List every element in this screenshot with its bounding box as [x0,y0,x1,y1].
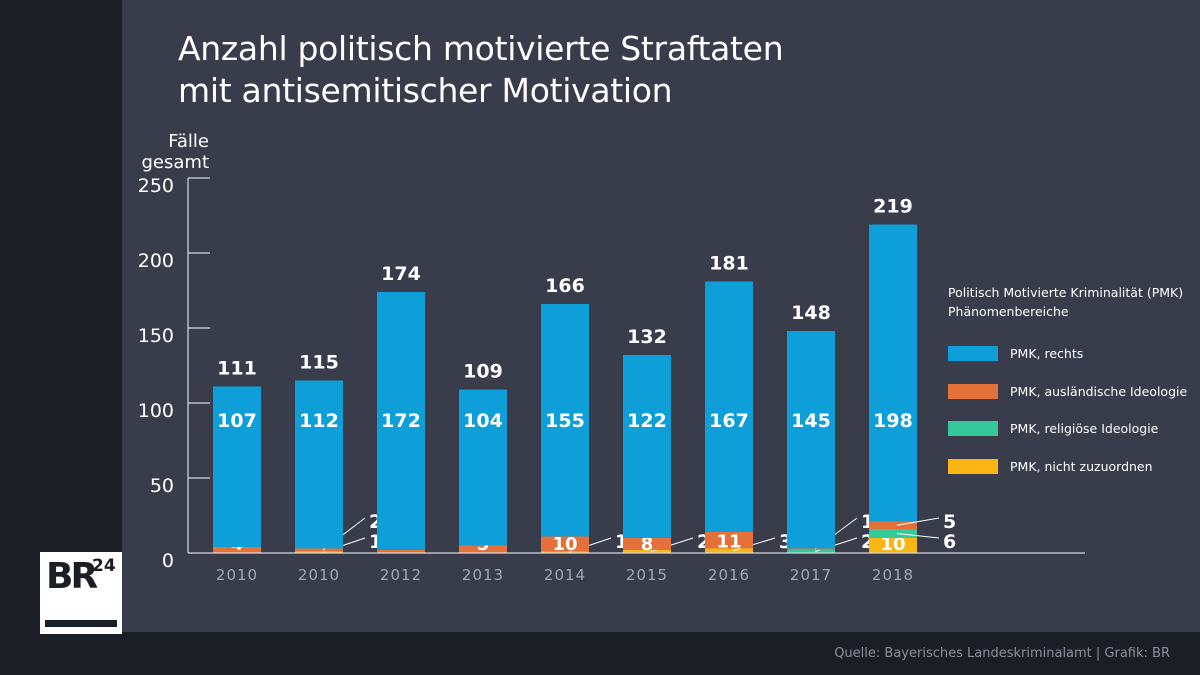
bar-segment [377,550,425,553]
bar-segment [623,538,671,550]
legend-item: PMK, religiöse Ideologie [948,410,1187,448]
bar-segment [705,532,753,549]
x-tick-label: 2015 [626,566,668,584]
x-tick-label: 2010 [298,566,340,584]
x-tick-label: 2018 [872,566,914,584]
bar-segment [295,551,343,553]
legend-swatch [948,421,998,437]
legend-item: PMK, ausländische Ideologie [948,373,1187,411]
bar-segment [295,380,343,549]
total-label: 166 [545,275,585,297]
total-label: 219 [873,196,913,218]
bar-segment [869,521,917,529]
bar-segment [869,224,917,522]
leader-line [896,533,940,539]
br24-logo: BR 24 [40,552,122,634]
y-axis-label-line1: Fälle [168,131,209,152]
segment-label: 10 [552,534,577,555]
x-tick-label: 2013 [462,566,504,584]
total-label: 111 [217,358,257,380]
legend-swatch [948,458,998,474]
bar-segment [787,548,835,550]
segment-label: 107 [217,410,257,432]
bar-segment [377,292,425,550]
y-tick-label: 150 [138,325,174,347]
legend-label: PMK, religiöse Ideologie [1010,421,1159,437]
segment-label: 122 [627,410,667,432]
chart-title: Anzahl politisch motivierte Straftaten m… [178,28,784,112]
legend-title-1: Politisch Motivierte Kriminalität (PMK) [948,285,1184,300]
segment-label: 5 [943,511,956,533]
legend-label: PMK, nicht zuzuordnen [1010,458,1153,474]
segment-label: 6 [943,531,956,553]
x-tick-label: 2010 [216,566,258,584]
bar-segment [705,281,753,532]
legend-title-2: Phänomenbereiche [948,304,1069,319]
segment-label: 10 [880,534,905,555]
segment-label: 112 [299,410,339,432]
bar-segment [787,550,835,553]
total-label: 148 [791,302,831,324]
segment-label: 167 [709,410,749,432]
title-line-2: mit antisemitischer Motivation [178,71,673,110]
y-tick-label: 250 [138,175,174,197]
segment-label: 8 [641,534,654,555]
x-tick-label: 2017 [790,566,832,584]
total-label: 174 [381,263,421,285]
segment-label: 198 [873,410,913,432]
x-tick-label: 2014 [544,566,586,584]
bar-segment [459,389,507,546]
total-label: 115 [299,352,339,374]
legend-label: PMK, rechts [1010,346,1084,362]
bar-segment [295,548,343,552]
bar-segment [213,547,261,553]
bar-segment [541,551,589,553]
legend-swatch [948,383,998,399]
x-tick-label: 2012 [380,566,422,584]
segment-label: 155 [545,410,585,432]
legend-item: PMK, nicht zuzuordnen [948,448,1187,486]
bar-segment [213,386,261,547]
leader-line [732,537,776,552]
y-tick-label: 0 [162,550,174,572]
y-tick-label: 200 [138,250,174,272]
source-text: Quelle: Bayerisches Landeskriminalamt | … [834,646,1170,661]
bar-segment [869,538,917,553]
total-label: 132 [627,326,667,348]
segment-label: 145 [791,410,831,432]
legend-swatch [948,346,998,362]
bar-segment [541,304,589,537]
bar-segment [869,529,917,538]
leader-line [896,517,940,526]
x-tick-label: 2016 [708,566,750,584]
bar-segment [541,536,589,552]
bar-segment [705,548,753,553]
title-line-1: Anzahl politisch motivierte Straftaten [178,29,784,68]
segment-label: 11 [716,531,741,552]
legend: Politisch Motivierte Kriminalität (PMK) … [948,283,1187,485]
y-axis-label-line2: gesamt [142,152,210,173]
segment-label: 104 [463,410,503,432]
bar-segment [459,545,507,553]
legend-item: PMK, rechts [948,335,1187,373]
total-label: 181 [709,253,749,275]
y-tick-label: 100 [138,400,174,422]
bar-segment [787,331,835,549]
y-tick-label: 50 [150,475,174,497]
bar-segment [623,550,671,553]
legend-label: PMK, ausländische Ideologie [1010,383,1188,399]
bar-segment [623,355,671,538]
segment-label: 172 [381,410,421,432]
total-label: 109 [463,361,503,383]
